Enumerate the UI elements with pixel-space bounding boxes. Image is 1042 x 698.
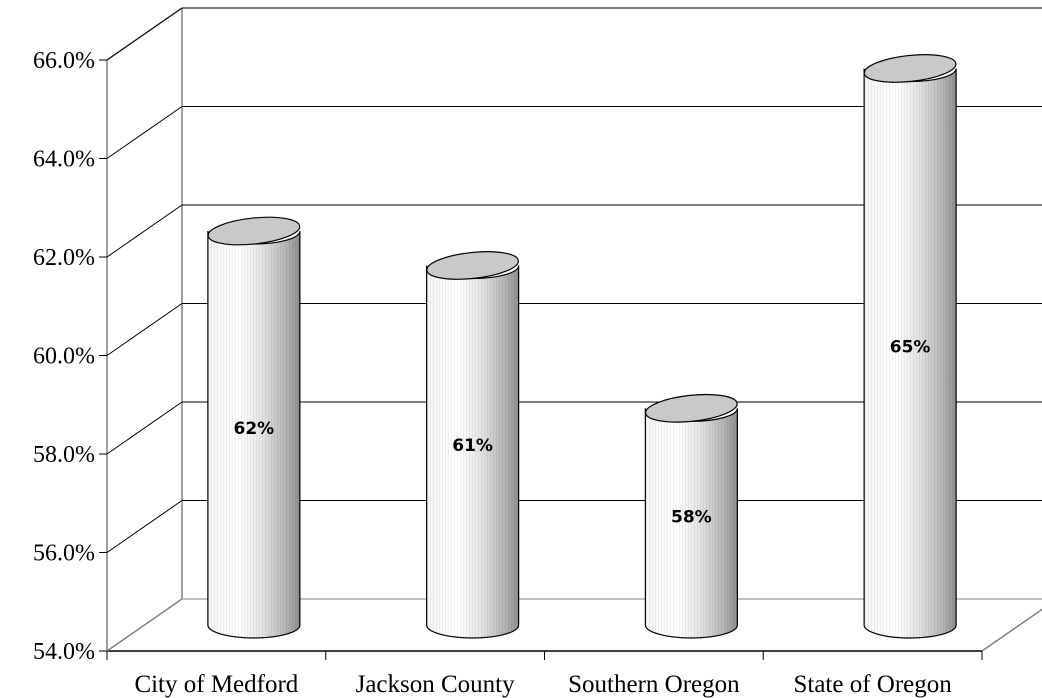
x-axis: City of Medford Jackson County Southern Or…	[106, 651, 983, 698]
data-label: 58%	[671, 508, 712, 528]
bar-top-cap	[426, 251, 519, 280]
bar-texture	[426, 265, 519, 638]
bar-texture	[864, 68, 957, 639]
gridline-side	[106, 7, 183, 61]
y-tick-label: 54.0%	[33, 639, 95, 665]
bar: 61%	[426, 251, 520, 639]
floor-left-edge	[106, 598, 183, 652]
gridline-side	[106, 500, 183, 553]
y-tick-label: 60.0%	[33, 344, 95, 370]
bar-top-cap	[207, 216, 301, 246]
gridline-side	[106, 303, 183, 356]
gridline-side	[106, 401, 183, 455]
y-axis: 54.0% 56.0% 58.0% 60.0% 62.0% 64.0% 66.0%	[33, 48, 107, 665]
x-tick-label: City of Medford	[134, 671, 298, 698]
y-tick-label: 66.0%	[33, 48, 95, 74]
bars: 62% 61% 58% 65%	[207, 54, 957, 639]
x-tick-label: Southern Oregon	[568, 671, 740, 698]
gridline-side	[106, 204, 183, 258]
data-label: 65%	[890, 338, 931, 358]
bar: 58%	[644, 393, 738, 639]
gridline-side	[106, 106, 183, 159]
y-tick-label: 64.0%	[33, 147, 95, 173]
y-tick-label: 58.0%	[33, 442, 95, 468]
data-label: 61%	[452, 436, 493, 456]
bar-texture	[645, 408, 738, 638]
bar: 65%	[863, 54, 957, 639]
y-tick-label: 56.0%	[33, 541, 95, 567]
bar-texture	[207, 231, 300, 638]
bar: 62%	[207, 216, 301, 639]
floor-right-edge	[981, 608, 1042, 652]
data-label: 62%	[234, 419, 275, 439]
y-tick-label: 62.0%	[33, 245, 95, 271]
bar-top-cap	[645, 393, 738, 423]
x-tick-label: Jackson County	[356, 671, 516, 698]
x-tick-label: State of Oregon	[793, 671, 952, 698]
bar-top-cap	[863, 54, 957, 83]
